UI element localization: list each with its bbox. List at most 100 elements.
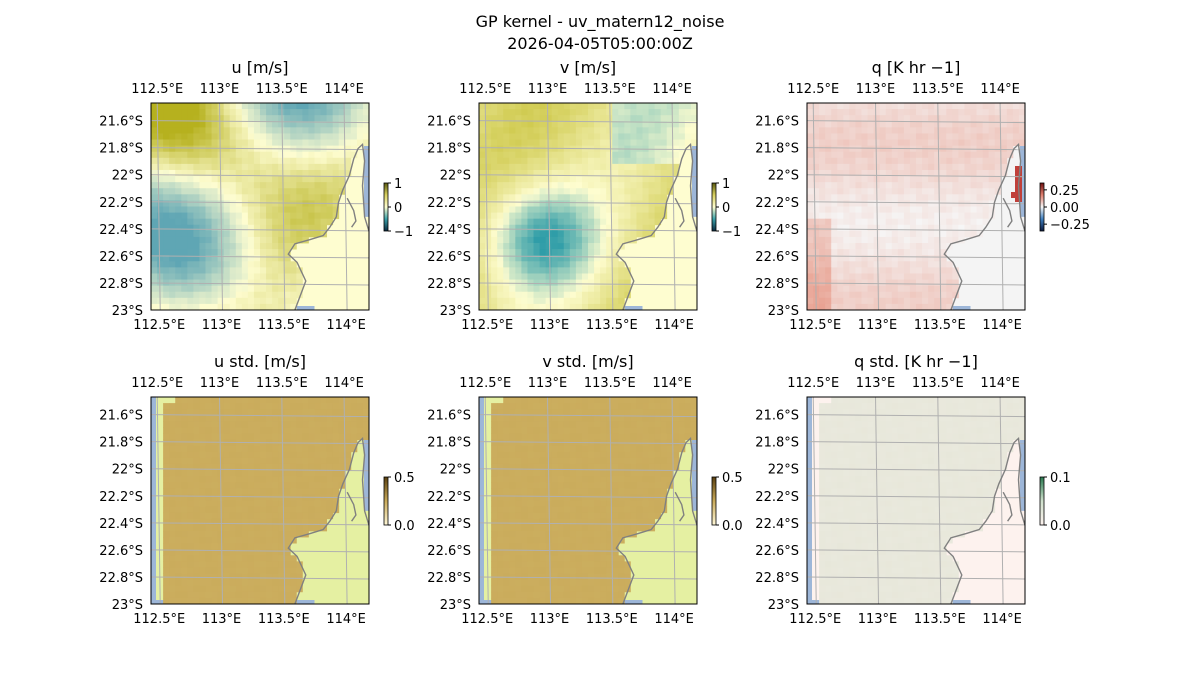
field-cell	[648, 415, 656, 422]
field-cell	[163, 285, 170, 293]
field-cell	[241, 488, 249, 495]
field-cell	[290, 236, 297, 244]
field-cell	[588, 403, 595, 410]
gridline-lon	[219, 103, 224, 310]
field-cell	[946, 127, 953, 134]
field-cell	[193, 500, 200, 507]
field-cell	[600, 261, 607, 268]
field-cell	[491, 482, 498, 489]
field-cell	[837, 255, 844, 262]
field-cell	[612, 427, 619, 434]
field-cell	[636, 139, 643, 147]
field-cell	[563, 243, 571, 250]
field-cell	[199, 139, 206, 147]
field-cell	[217, 109, 225, 116]
field-cell	[928, 297, 935, 305]
field-cell	[885, 188, 893, 195]
field-cell	[272, 524, 279, 532]
field-cell	[314, 103, 321, 110]
field-cell	[235, 243, 243, 250]
field-cell	[169, 139, 176, 147]
field-cell	[223, 206, 231, 213]
field-cell	[648, 403, 656, 410]
field-cell	[175, 303, 182, 310]
field-cell	[187, 157, 194, 165]
field-cell	[199, 230, 206, 238]
field-cell	[690, 103, 697, 110]
field-cell	[551, 303, 559, 310]
field-cell	[241, 224, 249, 232]
field-cell	[879, 188, 887, 195]
field-cell	[861, 212, 868, 220]
field-cell	[187, 409, 194, 416]
field-cell	[314, 433, 321, 441]
field-cell	[266, 285, 273, 293]
field-cell	[521, 291, 528, 299]
field-cell	[660, 182, 668, 189]
field-cell	[861, 224, 868, 232]
field-cell	[1000, 127, 1008, 134]
field-cell	[491, 457, 498, 465]
field-cell	[175, 543, 182, 550]
field-cell	[260, 409, 267, 416]
field-cell	[606, 176, 613, 183]
field-cell	[855, 109, 862, 116]
field-cell	[278, 133, 285, 140]
field-cell	[503, 243, 510, 250]
field-cell	[211, 115, 219, 122]
field-cell	[575, 224, 583, 232]
field-cell	[1000, 115, 1008, 122]
field-cell	[551, 176, 559, 183]
field-cell	[241, 463, 249, 471]
field-cell	[260, 267, 267, 274]
field-cell	[503, 273, 510, 280]
field-cell	[922, 285, 929, 293]
field-cell	[581, 512, 589, 520]
field-cell	[940, 194, 947, 201]
field-cell	[690, 109, 697, 116]
gridline-lat	[151, 174, 369, 178]
field-cell	[940, 133, 947, 140]
field-cell	[855, 218, 862, 226]
field-cell	[181, 103, 188, 110]
field-cell	[509, 421, 516, 428]
field-cell	[223, 409, 231, 416]
field-cell	[157, 212, 164, 220]
field-cell	[163, 291, 170, 299]
field-cell	[660, 194, 668, 201]
field-cell	[491, 115, 498, 122]
field-cell	[819, 139, 826, 147]
field-cell	[885, 230, 893, 238]
field-cell	[199, 212, 206, 220]
field-cell	[964, 139, 971, 147]
field-cell	[260, 403, 267, 410]
field-cell	[320, 163, 328, 171]
field-cell	[946, 169, 953, 177]
field-cell	[229, 188, 237, 195]
field-cell	[600, 463, 607, 471]
field-cell	[308, 157, 315, 165]
field-cell	[672, 403, 680, 410]
field-cell	[940, 303, 947, 310]
field-cell	[151, 206, 158, 213]
field-cell	[151, 255, 158, 262]
field-cell	[314, 500, 321, 507]
field-cell	[290, 273, 297, 280]
field-cell	[521, 157, 528, 165]
field-cell	[855, 115, 862, 122]
field-cell	[515, 151, 522, 159]
field-cell	[181, 218, 188, 226]
field-cell	[302, 500, 309, 507]
field-cell	[515, 530, 522, 538]
field-cell	[903, 285, 911, 293]
field-cell	[151, 127, 158, 134]
field-cell	[624, 133, 631, 140]
field-cell	[636, 133, 643, 140]
field-cell	[843, 243, 850, 250]
field-cell	[600, 291, 607, 299]
field-cell	[916, 115, 923, 122]
field-cell	[157, 157, 164, 165]
field-cell	[970, 212, 977, 220]
field-cell	[581, 494, 589, 501]
field-cell	[260, 273, 267, 280]
